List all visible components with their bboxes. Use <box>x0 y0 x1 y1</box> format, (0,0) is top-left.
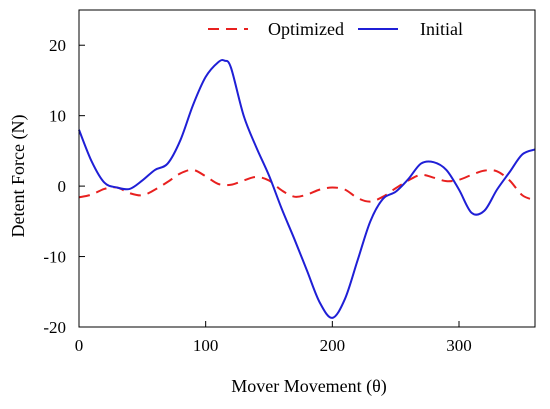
x-axis-title: Mover Movement (θ) <box>231 376 387 397</box>
x-tick-label: 200 <box>320 336 346 355</box>
series-initial-line <box>78 59 536 319</box>
legend-label-initial: Initial <box>420 19 463 39</box>
x-tick-label: 300 <box>446 336 472 355</box>
series-optimized-line <box>78 168 536 203</box>
x-tick-label: 100 <box>193 336 219 355</box>
plot-area <box>78 59 536 319</box>
y-axis-title: Detent Force (N) <box>8 115 29 238</box>
y-tick-label: 0 <box>58 177 67 196</box>
y-tick-label: -20 <box>43 318 66 337</box>
axes: 0 100 200 300 -20 -10 0 10 20 <box>43 9 536 355</box>
y-tick-label: 10 <box>49 107 66 126</box>
x-tick-label: 0 <box>75 336 84 355</box>
y-tick-label: 20 <box>49 36 66 55</box>
legend: Optimized Initial <box>208 19 463 39</box>
plot-frame <box>78 9 536 328</box>
legend-label-optimized: Optimized <box>268 19 344 39</box>
y-tick-label: -10 <box>43 248 66 267</box>
